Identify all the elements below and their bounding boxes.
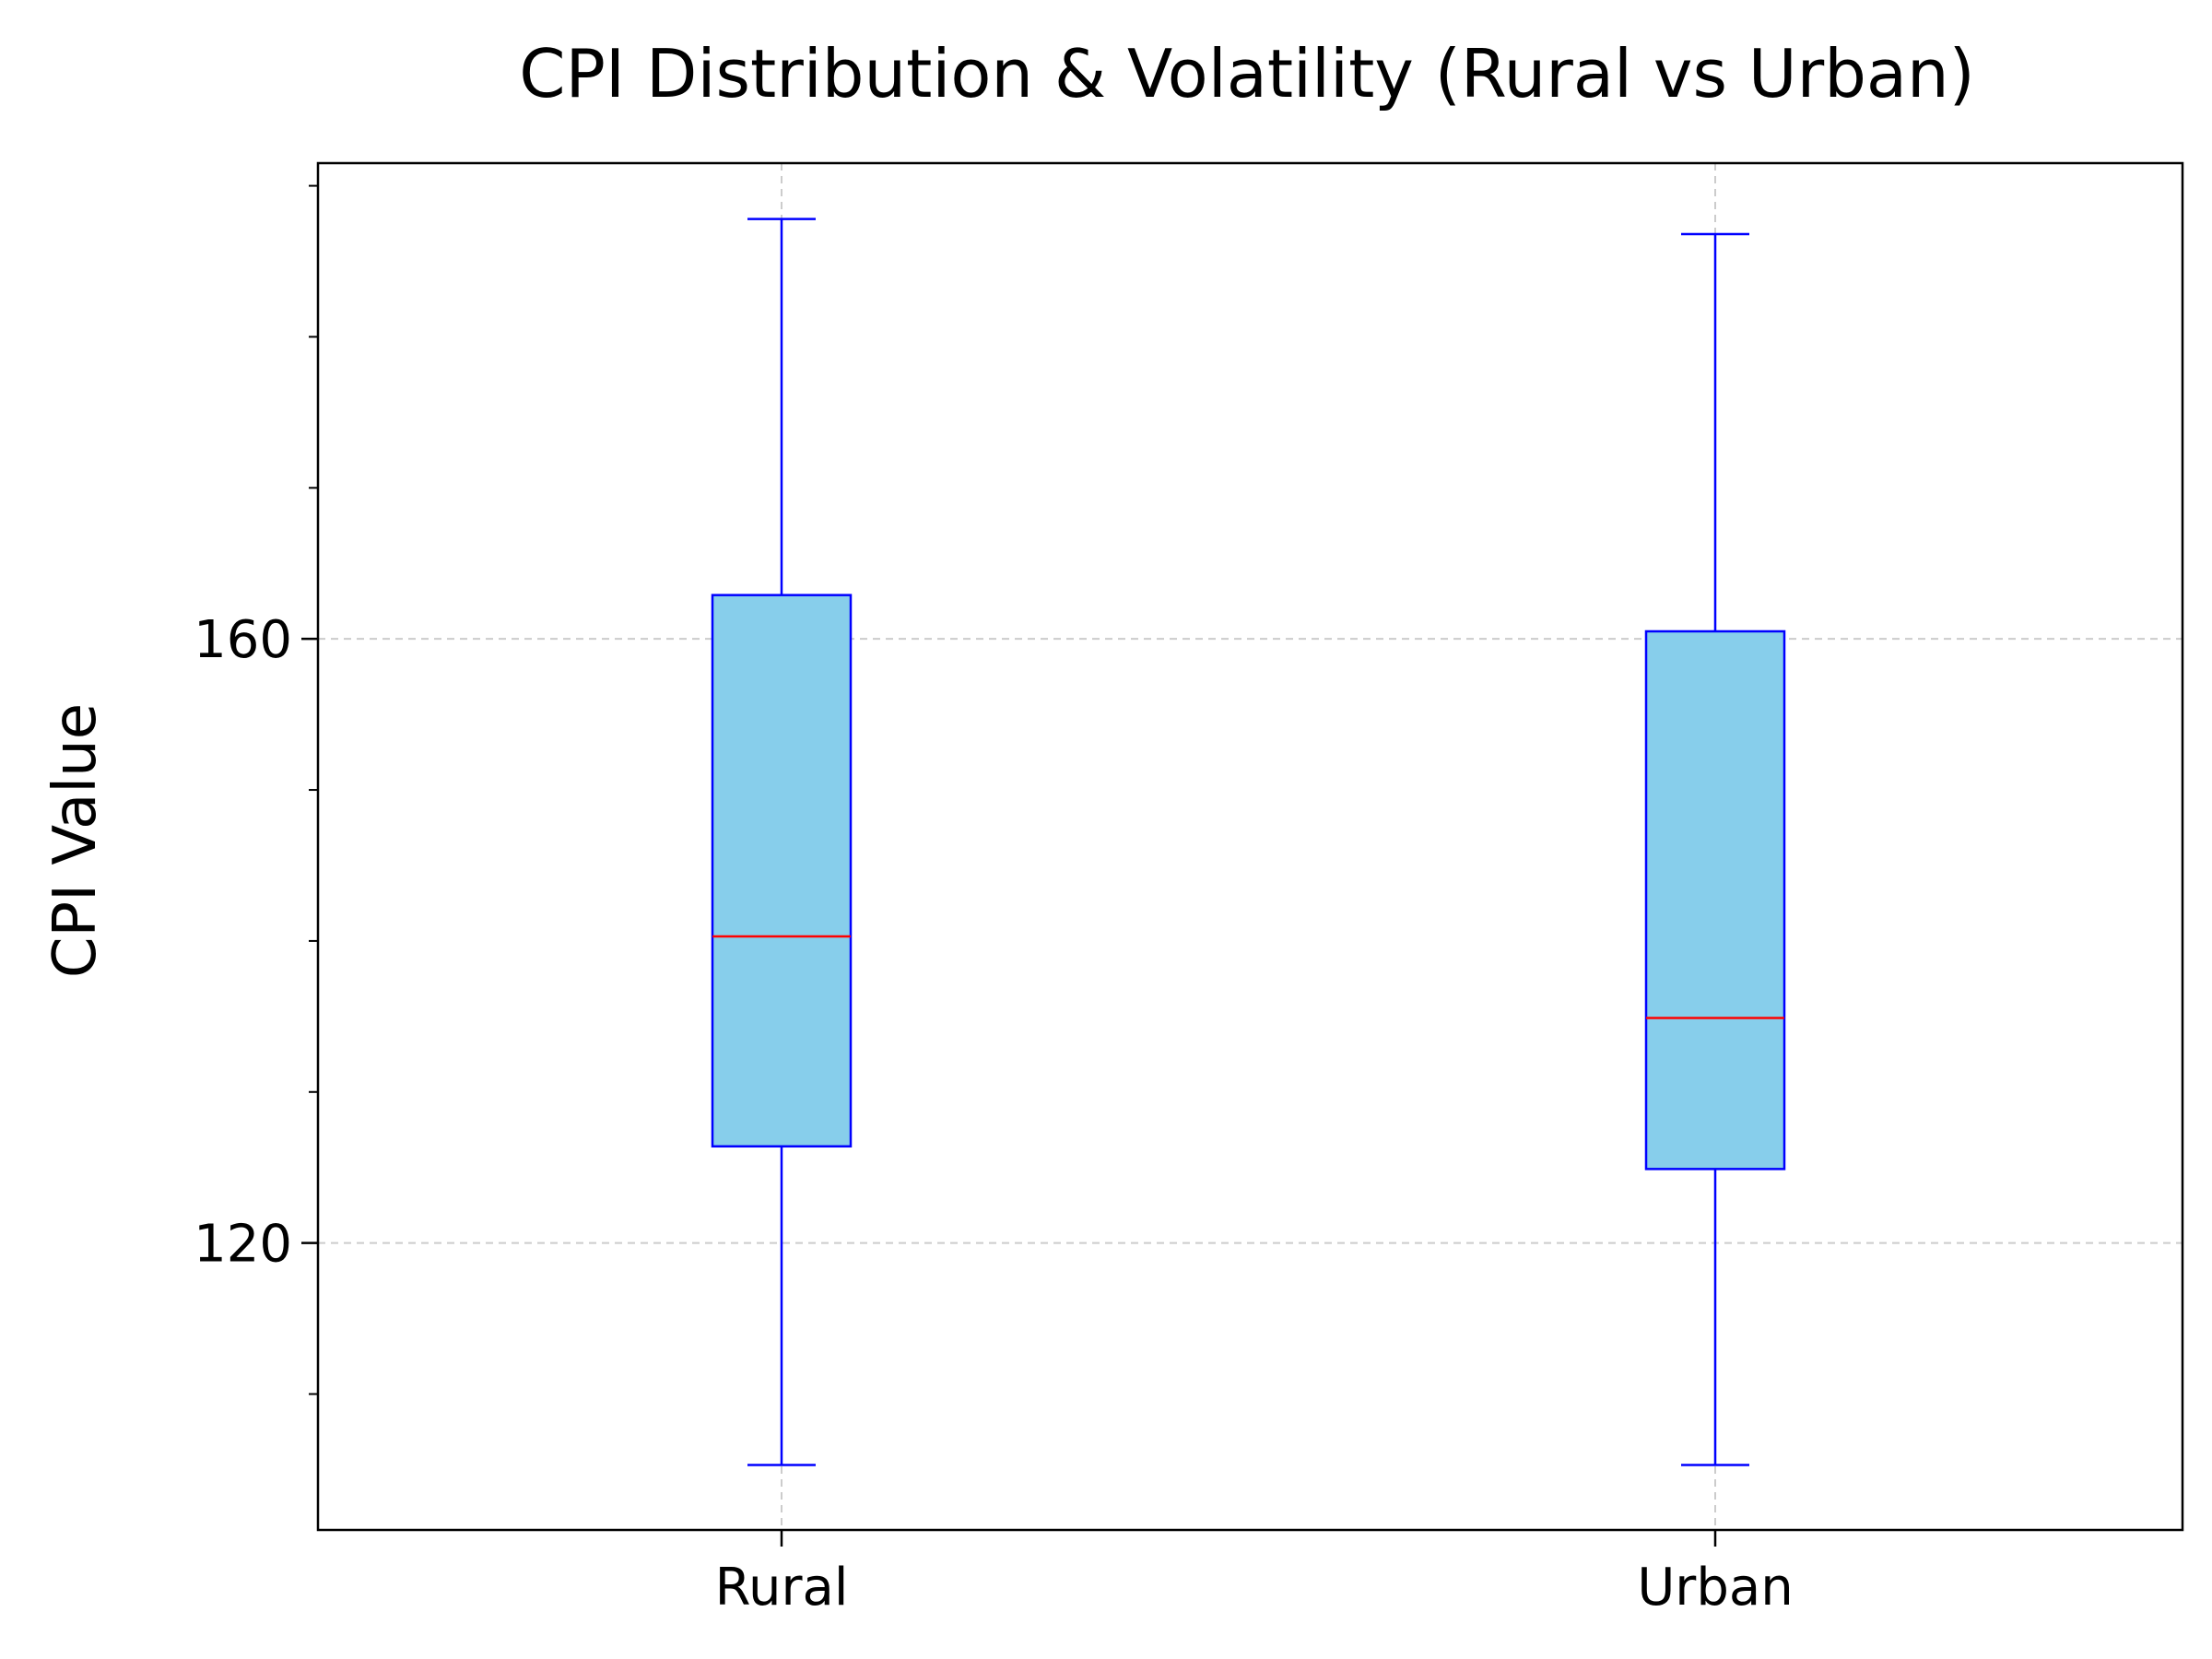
box-urban: [1644, 232, 1786, 1466]
y-tick-label: 160: [194, 610, 292, 670]
y-tick-label: 120: [194, 1215, 292, 1275]
grid-layer: [318, 163, 2183, 1530]
x-tick-label-rural: Rural: [715, 1558, 849, 1618]
chart-title: CPI Distribution & Volatility (Rural vs …: [519, 35, 1975, 112]
box-layer: [711, 218, 1786, 1466]
y-axis-label: CPI Value: [41, 703, 110, 978]
plot-frame: [316, 161, 2184, 1532]
tick-layer: 120 160 Rural Urban: [194, 184, 1794, 1618]
box-rural: [711, 218, 853, 1466]
iqr-box-rural: [711, 594, 853, 1148]
iqr-box-urban: [1644, 629, 1786, 1171]
x-tick-label-urban: Urban: [1637, 1558, 1793, 1618]
